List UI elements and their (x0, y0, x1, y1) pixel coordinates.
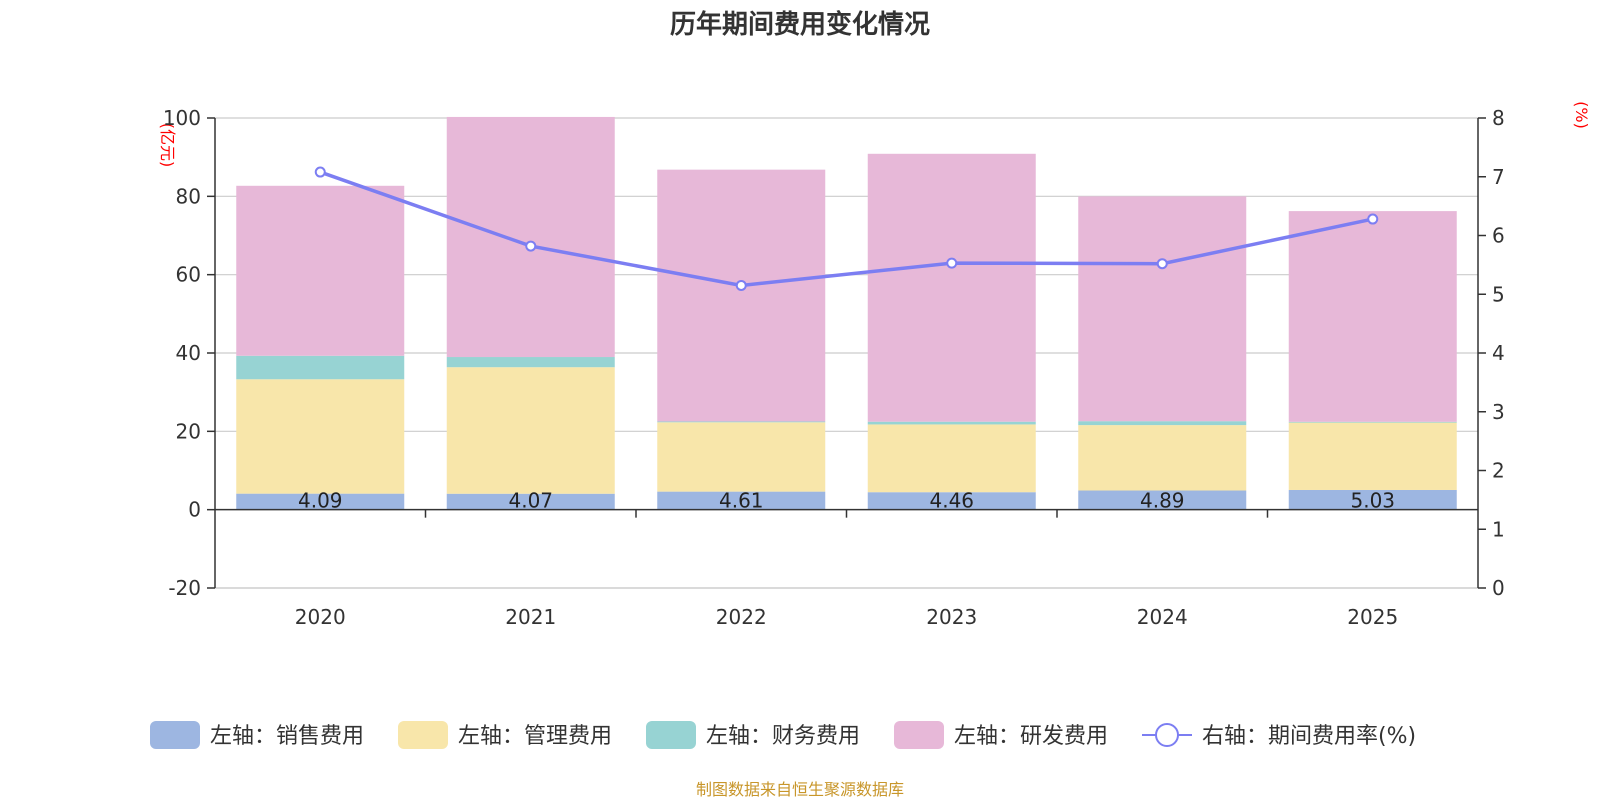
bar-admin-2023 (867, 424, 1036, 493)
x-tick-label: 2022 (716, 605, 767, 629)
bar-rd-2024 (1078, 196, 1247, 422)
rate-line (319, 170, 1374, 288)
axes (207, 117, 1486, 589)
legend-item-line[interactable]: 右轴：期间费用率(%) (1142, 723, 1416, 749)
data-label-sales: 4.07 (508, 489, 553, 513)
data-label-sales: 4.09 (298, 489, 343, 513)
right-axis-unit: (%) (1572, 101, 1591, 129)
left-axis-unit: (亿元) (158, 123, 177, 168)
legend-label-line: 右轴：期间费用率(%) (1202, 724, 1416, 749)
legend-label-admin: 左轴：管理费用 (458, 724, 612, 749)
legend-swatch-marker (1155, 723, 1179, 747)
rate-point-2023 (946, 257, 958, 269)
bar-rd-2025 (1288, 211, 1457, 422)
legend-item-rd[interactable]: 左轴：研发费用 (894, 721, 1108, 749)
rate-line-series (314, 166, 1379, 291)
right-tick-label: 6 (1492, 224, 1505, 248)
x-tick-label: 2023 (926, 605, 977, 629)
right-tick-label: 1 (1492, 517, 1505, 541)
x-tick-label: 2021 (505, 605, 556, 629)
bar-rd-2021 (446, 116, 615, 358)
rate-point-2025 (1367, 213, 1379, 225)
legend-swatch-rd (894, 721, 944, 749)
x-tick-label: 2025 (1347, 605, 1398, 629)
left-tick-label: 0 (188, 498, 201, 522)
rate-point-2021 (525, 240, 537, 252)
legend-item-admin[interactable]: 左轴：管理费用 (398, 721, 612, 749)
right-tick-label: 2 (1492, 459, 1505, 483)
tick-labels: -20 0 20 40 60 80 100 0 1 2 3 4 5 6 7 8 2020 2021 2022 2023… (163, 106, 1505, 629)
left-tick-label: 40 (176, 341, 201, 365)
bar-finance-2021 (446, 357, 615, 368)
bar-finance-2023 (867, 421, 1036, 425)
bar-finance-2020 (236, 355, 405, 380)
left-tick-label: 20 (176, 419, 201, 443)
bar-admin-2025 (1288, 422, 1457, 490)
source-note: 制图数据来自恒生聚源数据库 (696, 780, 904, 799)
bar-rd-2023 (867, 153, 1036, 422)
bar-finance-2024 (1078, 421, 1247, 426)
rate-point-2024 (1156, 258, 1168, 270)
x-tick-label: 2024 (1137, 605, 1188, 629)
right-tick-label: 8 (1492, 106, 1505, 130)
left-tick-label: -20 (168, 576, 201, 600)
bar-sales-2022 (657, 491, 826, 510)
rate-point-2022 (735, 279, 747, 291)
bar-finance-2025 (1288, 421, 1457, 423)
legend-swatch-admin (398, 721, 448, 749)
data-labels: 4.09 4.07 4.61 4.46 4.89 5.03 (298, 489, 1395, 513)
left-tick-label: 60 (176, 263, 201, 287)
bar-admin-2021 (446, 367, 615, 494)
bar-admin-2020 (236, 379, 405, 494)
right-tick-label: 3 (1492, 400, 1505, 424)
right-tick-label: 0 (1492, 576, 1505, 600)
rate-point-2020 (314, 166, 326, 178)
bar-admin-2024 (1078, 425, 1247, 491)
left-tick-label: 100 (163, 106, 201, 130)
data-label-sales: 4.46 (929, 489, 974, 513)
bar-series (236, 116, 1457, 510)
bar-rd-2022 (657, 169, 826, 422)
data-label-sales: 4.61 (719, 489, 764, 513)
legend-swatch-sales (150, 721, 200, 749)
data-label-sales: 4.89 (1140, 489, 1185, 513)
legend-label-finance: 左轴：财务费用 (706, 724, 860, 749)
x-tick-label: 2020 (295, 605, 346, 629)
data-label-sales: 5.03 (1350, 489, 1395, 513)
bar-sales-2023 (867, 492, 1036, 510)
legend-item-sales[interactable]: 左轴：销售费用 (150, 721, 364, 749)
legend-swatch-finance (646, 721, 696, 749)
bar-sales-2024 (1078, 490, 1247, 510)
right-tick-label: 4 (1492, 341, 1505, 365)
legend-item-finance[interactable]: 左轴：财务费用 (646, 721, 860, 749)
legend-label-sales: 左轴：销售费用 (210, 724, 364, 749)
bar-sales-2020 (236, 493, 405, 510)
legend[interactable]: 左轴：销售费用 左轴：管理费用 左轴：财务费用 左轴：研发费用 右轴：期间费用率(%) (150, 721, 1416, 749)
bar-rd-2020 (236, 185, 405, 356)
left-tick-label: 80 (176, 184, 201, 208)
right-tick-label: 7 (1492, 165, 1505, 189)
bar-finance-2022 (657, 421, 826, 423)
bar-sales-2021 (446, 493, 615, 510)
chart-title: 历年期间费用变化情况 (670, 9, 930, 40)
bar-admin-2022 (657, 422, 826, 492)
bar-sales-2025 (1288, 489, 1457, 510)
right-tick-label: 5 (1492, 282, 1505, 306)
legend-label-rd: 左轴：研发费用 (954, 724, 1108, 749)
